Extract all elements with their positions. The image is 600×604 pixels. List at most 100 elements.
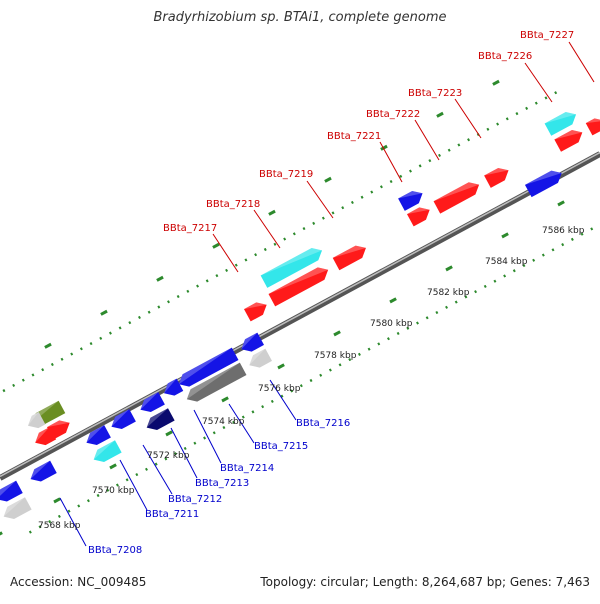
leader-line: [170, 427, 198, 479]
gene-bbta-7211a[interactable]: [83, 425, 111, 449]
gene-bbta-7219-arrow[interactable]: [260, 244, 326, 288]
gene-bbta-7213-arrow[interactable]: [143, 408, 175, 434]
gene-bbta-7208b-arrow[interactable]: [0, 497, 32, 523]
leader-line: [142, 444, 173, 495]
gene-bbta-7221b-arrow[interactable]: [398, 187, 426, 211]
upper-tick-mark: [436, 111, 444, 118]
gene-bbta-7223b-arrow[interactable]: [524, 167, 565, 198]
gene-bbta-7213[interactable]: [143, 408, 175, 434]
gene-bbta-7223-arrow[interactable]: [484, 164, 512, 188]
gene-bbta-7216a[interactable]: [238, 332, 265, 356]
gene-bbta-7219b-arrow[interactable]: [332, 242, 370, 271]
gene-bbta-7226[interactable]: [554, 126, 585, 152]
gene-bbta-7223[interactable]: [484, 164, 512, 188]
leader-line: [414, 119, 440, 161]
gene-bbta-7219[interactable]: [260, 244, 326, 288]
gene-label-bbta-7214[interactable]: BBta_7214: [220, 463, 274, 474]
gene-bbta-7208a[interactable]: [0, 480, 23, 506]
tick-label-7584: 7584 kbp: [485, 257, 528, 267]
gene-label-bbta-7222[interactable]: BBta_7222: [366, 109, 420, 120]
gene-label-bbta-7215[interactable]: BBta_7215: [254, 441, 308, 452]
gene-label-bbta-7226[interactable]: BBta_7226: [478, 51, 532, 62]
gene-bbta-7212-arrow[interactable]: [137, 392, 165, 416]
gene-bbta-7227-arrow[interactable]: [585, 115, 600, 136]
tick-label-7574: 7574 kbp: [202, 417, 245, 427]
gene-bbta-7213b-arrow[interactable]: [161, 378, 184, 400]
gene-bbta-7218[interactable]: [268, 264, 332, 307]
gene-left-red-b-arrow[interactable]: [46, 417, 73, 440]
upper-tick-mark: [380, 144, 388, 151]
gene-bbta-7221b-shade: [398, 190, 423, 199]
leader-line: [119, 459, 148, 511]
gene-bbta-7222-arrow[interactable]: [433, 178, 483, 214]
gene-bbta-7218-arrow[interactable]: [268, 264, 332, 307]
gene-bbta-7215[interactable]: [184, 362, 247, 406]
tick-labels: 7568 kbp 7570 kbp 7572 kbp 7574 kbp 7576…: [38, 226, 585, 531]
gene-bbta-7219-shade: [260, 247, 323, 276]
gene-bbta-7221[interactable]: [406, 204, 433, 227]
upper-tick-mark: [268, 209, 276, 216]
gene-bbta-7208b[interactable]: [0, 497, 32, 523]
lower-tick-mark: [109, 463, 117, 470]
gene-bbta-7221b[interactable]: [398, 187, 426, 211]
tick-label-7568: 7568 kbp: [38, 521, 81, 531]
gene-bbta-7226-arrow[interactable]: [554, 126, 585, 152]
gene-bbta-7216a-arrow[interactable]: [238, 332, 265, 356]
gene-label-bbta-7219[interactable]: BBta_7219: [259, 169, 313, 180]
gene-label-bbta-7218[interactable]: BBta_7218: [206, 199, 260, 210]
leader-line: [568, 41, 595, 83]
gene-bbta-7211-arrow[interactable]: [90, 440, 122, 466]
gene-label-bbta-7211[interactable]: BBta_7211: [145, 509, 199, 520]
backbone-group: [0, 151, 600, 481]
gene-bbta-7226b[interactable]: [544, 108, 580, 136]
gene-label-bbta-7227[interactable]: BBta_7227: [520, 30, 574, 41]
gene-label-bbta-7212[interactable]: BBta_7212: [168, 494, 222, 505]
gene-bbta-7214[interactable]: [176, 347, 239, 391]
backbone-line: [0, 151, 600, 481]
lower-tick-mark: [501, 232, 509, 239]
lower-tick-mark: [389, 297, 397, 304]
gene-bbta-7212[interactable]: [137, 392, 165, 416]
gene-label-bbta-7223[interactable]: BBta_7223: [408, 88, 462, 99]
leader-line: [269, 379, 297, 421]
gene-label-bbta-7213[interactable]: BBta_7213: [195, 478, 249, 489]
gene-bbta-7219b[interactable]: [332, 242, 370, 271]
gene-bbta-7222[interactable]: [433, 178, 483, 214]
gene-bbta-7217[interactable]: [243, 299, 270, 322]
lower-tick-mark: [0, 531, 3, 536]
gene-bbta-7212a-arrow[interactable]: [108, 409, 136, 433]
gene-left-gray-arrow[interactable]: [25, 412, 46, 432]
gene-bbta-7217-arrow[interactable]: [243, 299, 270, 322]
gene-bbta-7227[interactable]: [585, 115, 600, 136]
leader-line: [306, 180, 334, 219]
leader-line: [454, 98, 482, 139]
leader-line: [228, 403, 255, 444]
gene-bbta-7214-arrow[interactable]: [176, 347, 239, 391]
gene-bbta-7226b-arrow[interactable]: [544, 108, 580, 136]
tick-label-7572: 7572 kbp: [147, 451, 190, 461]
gene-bbta-7218-shade: [268, 267, 329, 295]
gene-label-bbta-7217[interactable]: BBta_7217: [163, 223, 217, 234]
gene-bbta-7215-arrow[interactable]: [184, 362, 247, 406]
gene-left-red-b[interactable]: [46, 417, 73, 440]
gene-label-bbta-7221[interactable]: BBta_7221: [327, 131, 381, 142]
gene-label-bbta-7216[interactable]: BBta_7216: [296, 418, 350, 429]
gene-bbta-7211a-arrow[interactable]: [83, 425, 111, 449]
gene-bbta-7208a-arrow[interactable]: [0, 480, 23, 506]
gene-bbta-7211[interactable]: [90, 440, 122, 466]
gene-bbta-7208c-arrow[interactable]: [27, 460, 57, 486]
backbone-highlight: [0, 151, 600, 478]
gene-bbta-7216[interactable]: [246, 348, 273, 372]
gene-bbta-7221-shade: [406, 207, 430, 215]
gene-bbta-7216-arrow[interactable]: [246, 348, 273, 372]
gene-bbta-7223b[interactable]: [524, 167, 565, 198]
gene-bbta-7213b[interactable]: [161, 378, 184, 400]
gene-left-gray[interactable]: [25, 412, 46, 432]
gene-bbta-7223b-shade: [524, 170, 562, 185]
gene-label-bbta-7208[interactable]: BBta_7208: [88, 545, 142, 556]
gene-bbta-7221-arrow[interactable]: [406, 204, 433, 227]
leader-line: [379, 141, 403, 183]
gene-bbta-7208c[interactable]: [27, 460, 57, 486]
gene-bbta-7212a[interactable]: [108, 409, 136, 433]
